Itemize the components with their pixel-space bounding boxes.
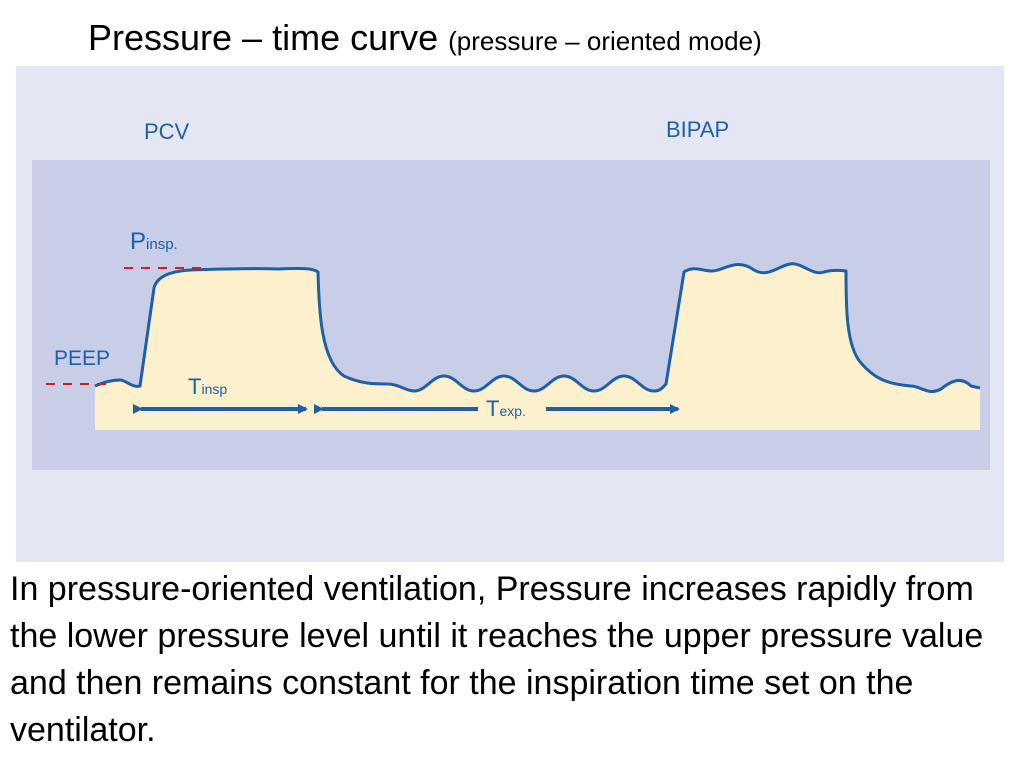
texp-label: Texp. xyxy=(486,396,526,421)
curve-fill-area xyxy=(95,263,980,430)
pressure-time-diagram: PCV BIPAP Pinsp. PEEP Tinsp Texp. xyxy=(16,66,1004,562)
texp-label-bg xyxy=(482,395,544,421)
title-main: Pressure – time curve xyxy=(88,17,439,58)
texp-label-sub: exp. xyxy=(499,403,525,419)
tinsp-label-main: T xyxy=(188,374,201,399)
diagram-svg: PCV BIPAP Pinsp. PEEP Tinsp Texp. xyxy=(16,66,1004,562)
mode-label-pcv: PCV xyxy=(144,119,190,144)
tinsp-label-sub: insp xyxy=(201,381,227,397)
mode-label-bipap: BIPAP xyxy=(666,117,729,142)
pinsp-label-sub: insp. xyxy=(146,236,178,253)
title-subtitle: (pressure – oriented mode) xyxy=(448,26,762,56)
texp-label-main: T xyxy=(486,396,499,421)
peep-label: PEEP xyxy=(54,347,110,370)
tinsp-label: Tinsp xyxy=(188,374,227,399)
tinsp-label-bg xyxy=(184,372,244,400)
description-paragraph: In pressure-oriented ventilation, Pressu… xyxy=(10,570,984,749)
pinsp-label-main: P xyxy=(130,228,146,255)
pressure-curve-line xyxy=(94,262,981,393)
pinsp-label: Pinsp. xyxy=(130,228,178,255)
page-title: Pressure – time curve (pressure – orient… xyxy=(88,14,762,65)
